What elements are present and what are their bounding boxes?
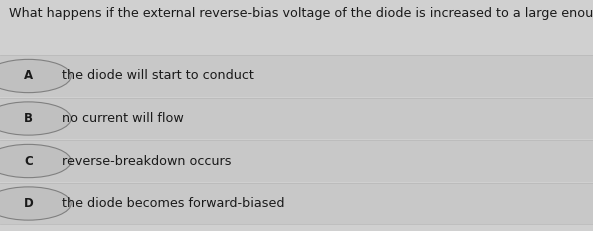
Text: the diode becomes forward-biased: the diode becomes forward-biased xyxy=(62,197,285,210)
Circle shape xyxy=(0,59,71,93)
FancyBboxPatch shape xyxy=(0,140,593,182)
Circle shape xyxy=(0,144,71,178)
Text: What happens if the external reverse-bias voltage of the diode is increased to a: What happens if the external reverse-bia… xyxy=(9,7,593,20)
FancyBboxPatch shape xyxy=(0,55,593,97)
Text: B: B xyxy=(24,112,33,125)
Text: no current will flow: no current will flow xyxy=(62,112,184,125)
Text: D: D xyxy=(24,197,33,210)
Text: reverse-breakdown occurs: reverse-breakdown occurs xyxy=(62,155,232,167)
FancyBboxPatch shape xyxy=(0,183,593,224)
Text: A: A xyxy=(24,70,33,82)
FancyBboxPatch shape xyxy=(0,98,593,139)
Circle shape xyxy=(0,187,71,220)
Text: C: C xyxy=(24,155,33,167)
Text: the diode will start to conduct: the diode will start to conduct xyxy=(62,70,254,82)
Circle shape xyxy=(0,102,71,135)
